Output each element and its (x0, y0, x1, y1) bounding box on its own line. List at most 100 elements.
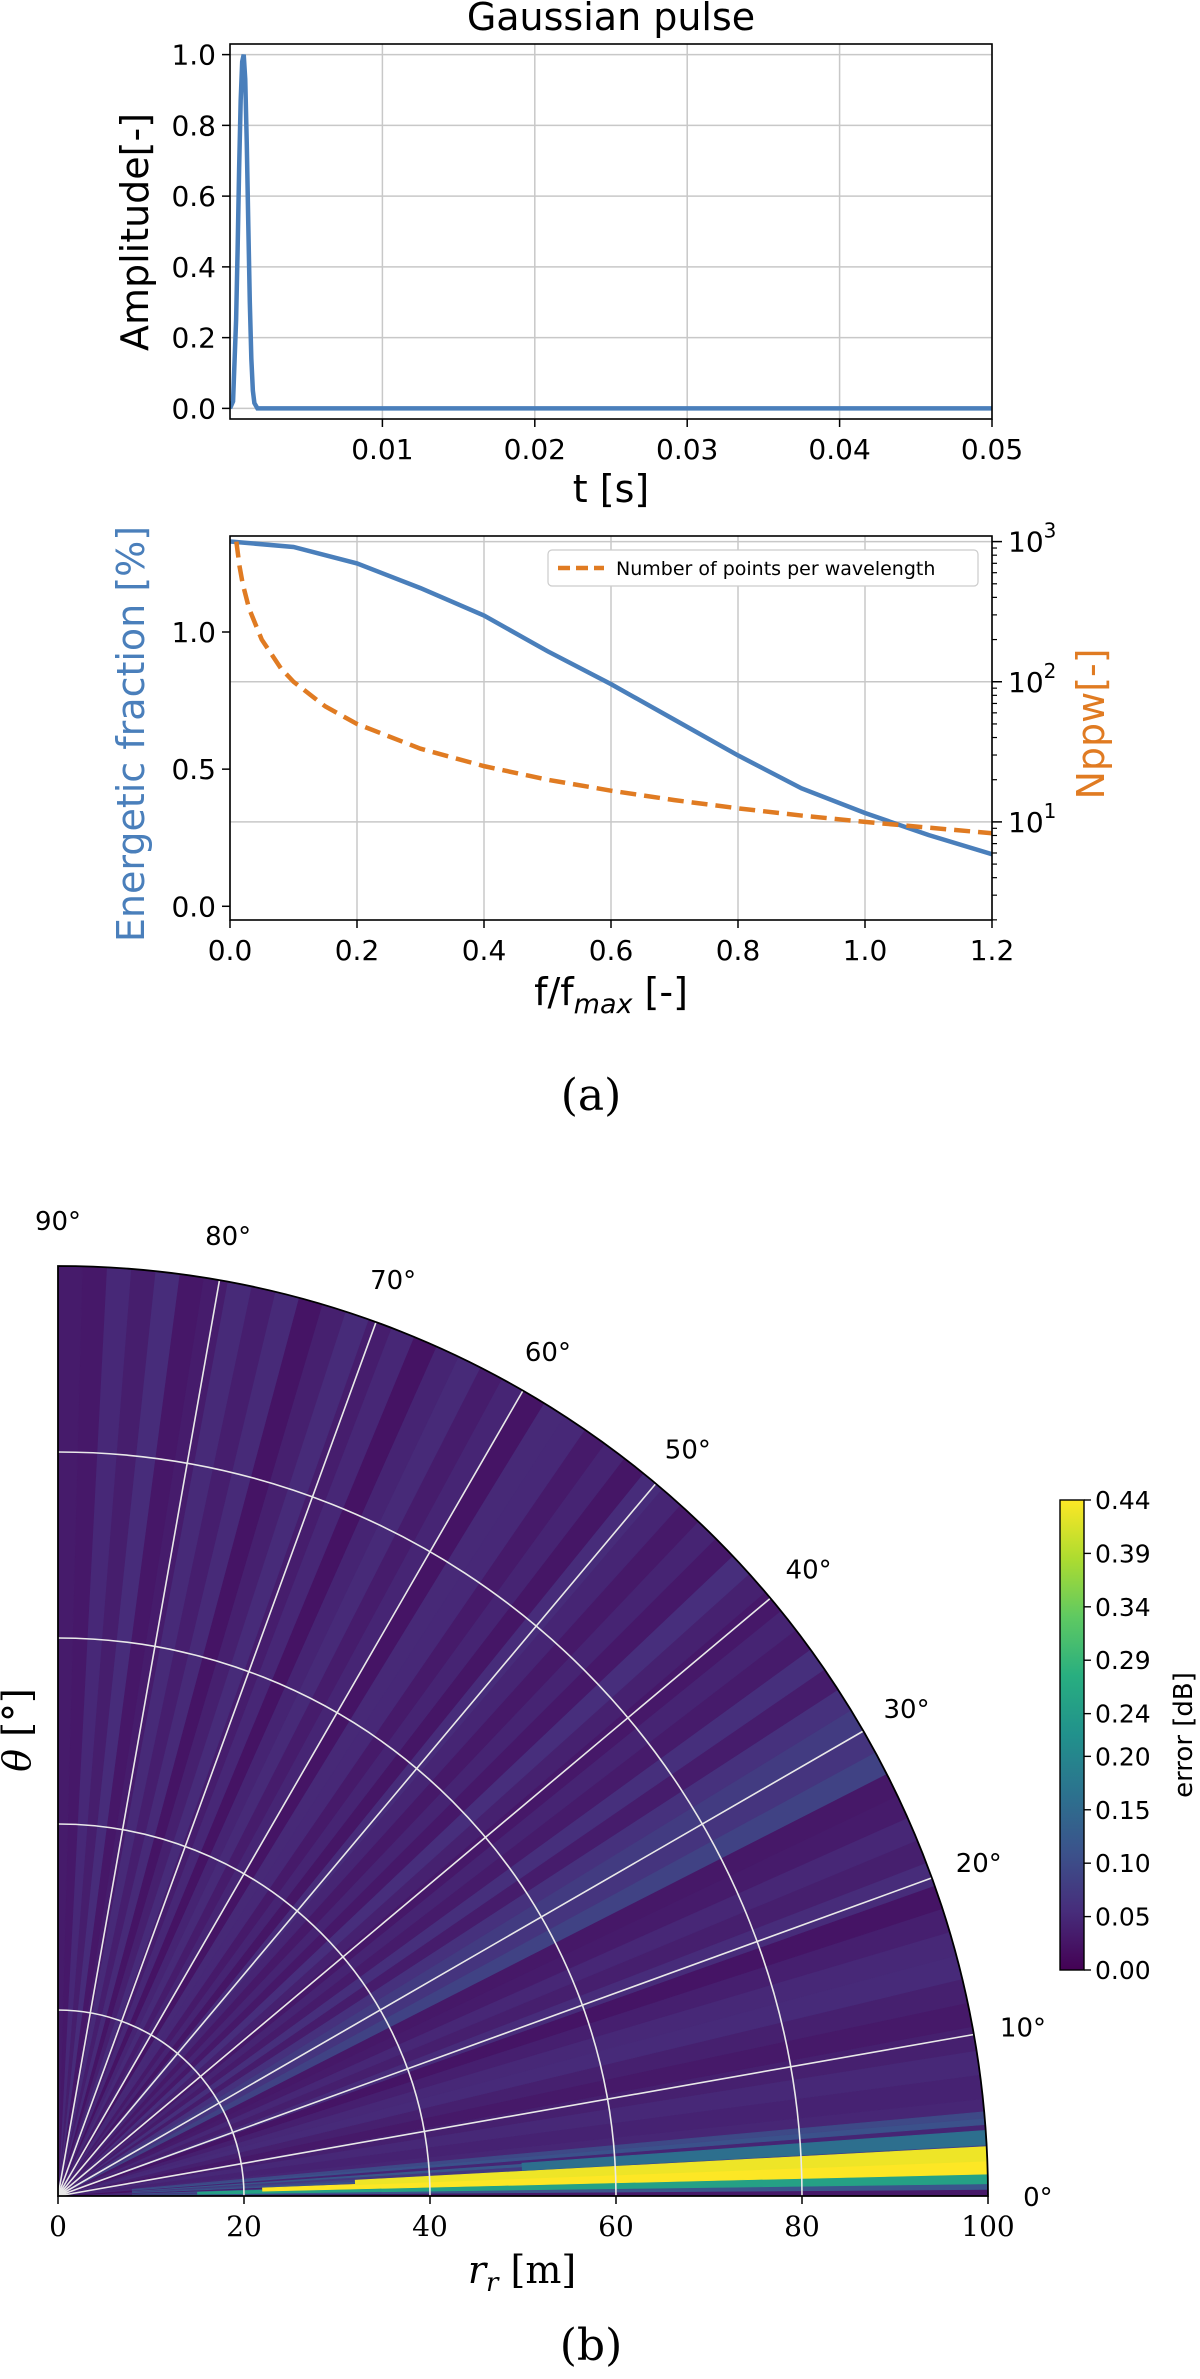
polar-rtick-label: 60 (598, 2210, 634, 2243)
energy-xtick-label: 1.2 (970, 934, 1015, 967)
colorbar-tick-label: 0.44 (1095, 1486, 1151, 1515)
pulse-ticks: 0.01 0.02 0.03 0.04 0.05 0.0 0.2 0.4 0.6 0.8 1.0 (171, 39, 1023, 466)
pulse-grid (230, 44, 993, 419)
colorbar-tick-label: 0.39 (1095, 1539, 1151, 1568)
pulse-ytick-label: 0.4 (171, 251, 216, 284)
colorbar-tick-label: 0.10 (1095, 1849, 1151, 1878)
polar-heatmap (58, 1266, 988, 2196)
pulse-ytick-label: 0.8 (171, 109, 216, 142)
polar-theta-label: 20° (956, 1849, 1002, 1879)
colorbar-tick-label: 0.15 (1095, 1796, 1151, 1825)
polar-rtick-label: 40 (412, 2210, 448, 2243)
polar-xlabel-main: r (468, 2248, 489, 2292)
polar-theta-grid (57, 1279, 221, 2197)
pulse-xlabel: t [s] (573, 467, 649, 511)
polar-xlabel-sub: r (486, 2268, 500, 2298)
nppw-ytick-label: 102 (1008, 659, 1056, 699)
polar-theta-label: 0° (1023, 2183, 1053, 2213)
polar-theta-grid (57, 1877, 933, 2197)
polar-theta-grid (57, 1483, 657, 2197)
energy-ytick-label: 0.5 (171, 753, 216, 786)
polar-rgrid (57, 2009, 245, 2197)
energy-xtick-label: 0.6 (589, 934, 634, 967)
energy-ytick-label: 0.0 (171, 890, 216, 923)
pulse-xtick-label: 0.04 (808, 433, 870, 466)
polar-theta-label: 50° (665, 1435, 711, 1465)
nppw-ytick-base: 10 (1008, 666, 1044, 699)
energy-xtick-label: 1.0 (843, 934, 888, 967)
energy-xlabel-main: f/f (534, 970, 575, 1014)
caption-b: (b) (560, 2320, 623, 2371)
energy-xlabel-sub: max (574, 989, 634, 1020)
polar-theta-grid (57, 1597, 771, 2197)
pulse-ytick-label: 1.0 (171, 39, 216, 72)
pulse-xtick-label: 0.05 (961, 433, 1023, 466)
pulse-ylabel: Amplitude[-] (113, 113, 157, 351)
polar-theta-grid (57, 1390, 524, 2197)
polar-theta-label: 70° (370, 1266, 416, 1296)
energy-xtick-label: 0.2 (335, 934, 380, 967)
polar-theta-grid (57, 1321, 377, 2197)
nppw-ytick-exp: 2 (1044, 659, 1057, 683)
polar-rtick-label: 20 (226, 2210, 262, 2243)
colorbar-tick-label: 0.00 (1095, 1956, 1151, 1985)
polar-theta-label: 40° (786, 1556, 832, 1586)
pulse-plot-frame (229, 43, 993, 420)
pulse-chart: Gaussian pulse 0.01 0.02 0.03 0.04 0.050.00.… (113, 0, 1023, 511)
polar-rtick-label: 0 (49, 2210, 67, 2243)
nppw-ytick-exp: 3 (1044, 519, 1057, 543)
caption-a: (a) (561, 1070, 622, 1121)
polar-ticks: 0 20 40 60 80 100 0° 10° 20° 30° 40° 50° 60° 70° 80° 90… (35, 1207, 1053, 2243)
polar-theta-grid (57, 1730, 864, 2197)
energy-grid (229, 536, 993, 920)
energy-xlabel-tail: [-] (632, 970, 687, 1014)
polar-ylabel: θ [°] (0, 1688, 39, 1772)
pulse-xtick-label: 0.01 (351, 433, 413, 466)
nppw-ylabel: Nppw[-] (1069, 648, 1113, 799)
pulse-ytick-label: 0.2 (171, 322, 216, 355)
polar-ylabel-main: θ (0, 1749, 39, 1772)
legend-label: Number of points per wavelength (616, 558, 935, 580)
nppw-line (234, 541, 992, 836)
energy-legend: Number of points per wavelength (547, 549, 979, 587)
energy-xtick-label: 0.4 (462, 934, 507, 967)
polar-rgrid (57, 1451, 803, 2197)
colorbar-tick-label: 0.29 (1095, 1646, 1151, 1675)
polar-grid (57, 1279, 975, 2197)
polar-theta-label: 90° (35, 1207, 81, 1237)
polar-theta-label: 60° (525, 1338, 571, 1368)
polar-xlabel-tail: [m] (498, 2248, 576, 2292)
colorbar-tick-label: 0.34 (1095, 1593, 1151, 1622)
colorbar-label: error [dB] (1169, 1672, 1199, 1798)
nppw-ytick-label: 101 (1008, 799, 1056, 839)
polar-rtick-label: 100 (961, 2210, 1014, 2243)
polar-theta-label: 10° (1000, 2014, 1046, 2044)
energy-xlabel: f/fmax [-] (534, 970, 688, 1020)
pulse-ytick-label: 0.0 (171, 392, 216, 425)
energy-xtick-label: 0.8 (716, 934, 761, 967)
nppw-ytick-label: 103 (1008, 519, 1056, 559)
energy-xtick-label: 0.0 (208, 934, 253, 967)
polar-chart: 0 20 40 60 80 100 0° 10° 20° 30° 40° 50° 60° 70° 80° 90… (0, 1207, 1053, 2298)
pulse-xtick-label: 0.03 (656, 433, 718, 466)
colorbar-tick-label: 0.24 (1095, 1700, 1151, 1729)
pulse-title: Gaussian pulse (467, 0, 755, 39)
polar-ylabel-tail: [°] (0, 1688, 39, 1749)
polar-xlabel: rr [m] (468, 2248, 576, 2298)
energy-chart: 0.0 0.2 0.4 0.6 0.8 1.0 1.20.00.51.0101102103 … (109, 519, 1113, 1020)
nppw-ytick-base: 10 (1008, 526, 1044, 559)
nppw-ytick-base: 10 (1008, 806, 1044, 839)
polar-rgrid (57, 1637, 617, 2197)
colorbar-gradient (1059, 1499, 1085, 1971)
colorbar-tick-label: 0.20 (1095, 1742, 1151, 1771)
pulse-line (230, 54, 992, 411)
legend-box (547, 549, 979, 587)
energy-ytick-label: 1.0 (171, 616, 216, 649)
colorbar-tick-label: 0.05 (1095, 1903, 1151, 1932)
polar-rgrid (57, 1823, 431, 2197)
colorbar: 0.00 0.05 0.10 0.15 0.20 0.24 0.29 0.34 0.39 0.44… (1059, 1486, 1199, 1985)
polar-rtick-label: 80 (784, 2210, 820, 2243)
polar-theta-label: 80° (205, 1222, 251, 1252)
